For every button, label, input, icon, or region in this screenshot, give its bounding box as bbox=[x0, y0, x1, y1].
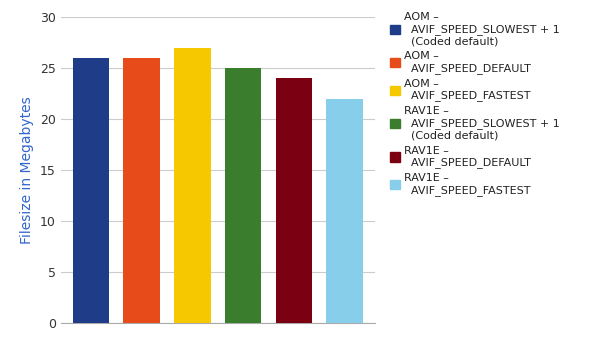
Bar bbox=[73, 58, 110, 323]
Bar bbox=[276, 78, 312, 323]
Bar bbox=[174, 48, 211, 323]
Bar bbox=[326, 99, 363, 323]
Legend: AOM –
  AVIF_SPEED_SLOWEST + 1
  (Coded default), AOM –
  AVIF_SPEED_DEFAULT, AO: AOM – AVIF_SPEED_SLOWEST + 1 (Coded defa… bbox=[390, 12, 560, 195]
Bar bbox=[225, 68, 261, 323]
Bar bbox=[123, 58, 160, 323]
Y-axis label: Filesize in Megabytes: Filesize in Megabytes bbox=[20, 96, 34, 244]
